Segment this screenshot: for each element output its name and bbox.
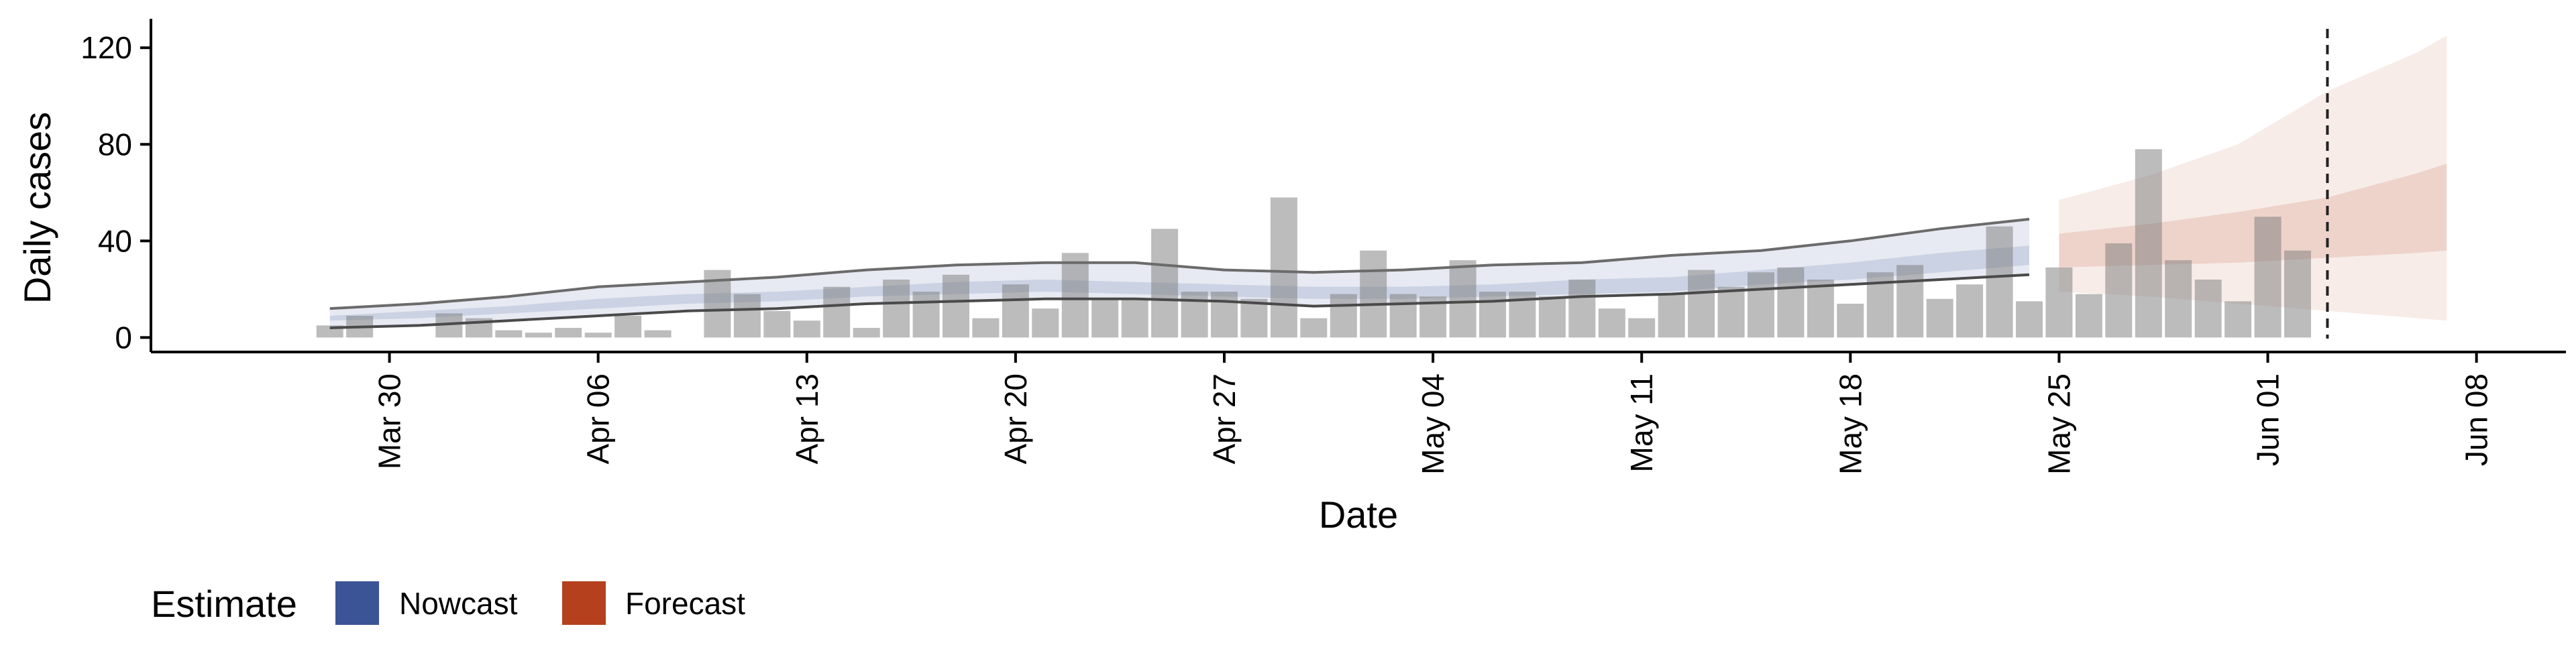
- case-bar: [1151, 229, 1179, 338]
- case-bar: [1986, 226, 2013, 338]
- case-bar: [1598, 308, 1625, 338]
- x-tick-label: May 25: [2041, 373, 2076, 475]
- legend: Estimate Nowcast Forecast: [151, 581, 745, 625]
- case-bar: [495, 330, 523, 338]
- case-bar: [1956, 284, 1984, 338]
- y-tick-label: 120: [80, 30, 132, 65]
- y-tick-label: 80: [98, 127, 132, 162]
- x-tick-label: May 04: [1415, 373, 1450, 475]
- nowcast-lower-line: [329, 273, 2030, 329]
- case-bar: [1926, 298, 1953, 338]
- case-bar: [1360, 250, 1387, 338]
- case-bar: [1449, 260, 1477, 338]
- legend-swatch-nowcast: [335, 581, 379, 625]
- legend-label-nowcast: Nowcast: [399, 586, 518, 621]
- case-bar: [1389, 294, 1417, 338]
- x-tick-label: Apr 06: [581, 373, 616, 465]
- case-bar: [1330, 294, 1357, 338]
- case-bar: [1538, 296, 1566, 338]
- case-bar: [2135, 149, 2162, 338]
- x-axis-title: Date: [1319, 493, 1398, 536]
- case-bar: [1479, 292, 1506, 338]
- x-tick-label: Apr 27: [1207, 373, 1242, 465]
- x-tick-label: Jun 08: [2459, 373, 2494, 466]
- case-bar: [2284, 250, 2311, 338]
- y-tick-label: 0: [115, 320, 132, 355]
- case-bar: [1091, 298, 1119, 338]
- case-bar: [1300, 318, 1328, 338]
- case-bar: [2224, 301, 2252, 338]
- case-bar: [555, 328, 582, 338]
- case-bar: [1121, 298, 1148, 338]
- case-bar: [793, 320, 820, 338]
- y-axis-title: Daily cases: [16, 112, 58, 304]
- case-bar: [823, 286, 851, 338]
- case-bar: [2254, 217, 2282, 338]
- case-bar: [883, 280, 910, 338]
- x-tick-label: Jun 01: [2251, 373, 2286, 466]
- legend-title: Estimate: [151, 583, 297, 625]
- case-bar: [1628, 318, 1656, 338]
- case-bar: [1240, 298, 1268, 338]
- case-bar: [2194, 280, 2222, 338]
- nowcast-upper-line: [329, 217, 2030, 310]
- case-bar: [614, 316, 642, 338]
- axes: 0 40 80 120 Mar 30 Apr 06 Apr 13 Apr 20 Apr 27 Ma…: [80, 19, 2566, 475]
- case-bar: [912, 292, 940, 338]
- y-tick-label: 40: [98, 223, 132, 258]
- x-tick-label: May 18: [1833, 373, 1868, 475]
- case-bar: [1837, 304, 1864, 338]
- case-bar: [2045, 267, 2073, 338]
- case-bar: [1896, 265, 1924, 338]
- case-bar: [1777, 267, 1805, 338]
- case-bar: [972, 318, 1000, 338]
- case-bar: [1211, 292, 1238, 338]
- x-tick-label: Apr 13: [790, 373, 824, 465]
- case-bar: [733, 294, 761, 338]
- case-bar: [2105, 243, 2133, 338]
- case-bar: [2165, 260, 2192, 338]
- legend-label-forecast: Forecast: [625, 586, 745, 621]
- case-bar: [644, 330, 672, 338]
- case-bar: [525, 333, 552, 338]
- case-bar: [763, 310, 791, 338]
- case-bar: [1181, 292, 1208, 338]
- case-bar: [1032, 308, 1059, 338]
- case-bar: [1002, 284, 1029, 338]
- interval-lines: [329, 29, 2329, 339]
- case-bar: [2016, 301, 2043, 338]
- case-bar: [1270, 197, 1297, 338]
- case-bar: [1688, 270, 1715, 338]
- case-bar: [853, 328, 880, 338]
- case-bar: [1568, 280, 1596, 338]
- case-bar: [1717, 286, 1745, 338]
- case-bar: [1748, 272, 1774, 338]
- case-bar: [1658, 294, 1685, 338]
- case-bar: [943, 274, 969, 338]
- x-tick-label: May 11: [1624, 373, 1659, 472]
- legend-swatch-forecast: [562, 581, 606, 625]
- case-bar: [584, 333, 612, 338]
- x-tick-label: Apr 20: [998, 373, 1033, 465]
- x-tick-label: Mar 30: [372, 373, 407, 469]
- case-bar: [1807, 280, 1834, 338]
- case-bar: [2075, 294, 2102, 338]
- case-bar: [1061, 253, 1089, 338]
